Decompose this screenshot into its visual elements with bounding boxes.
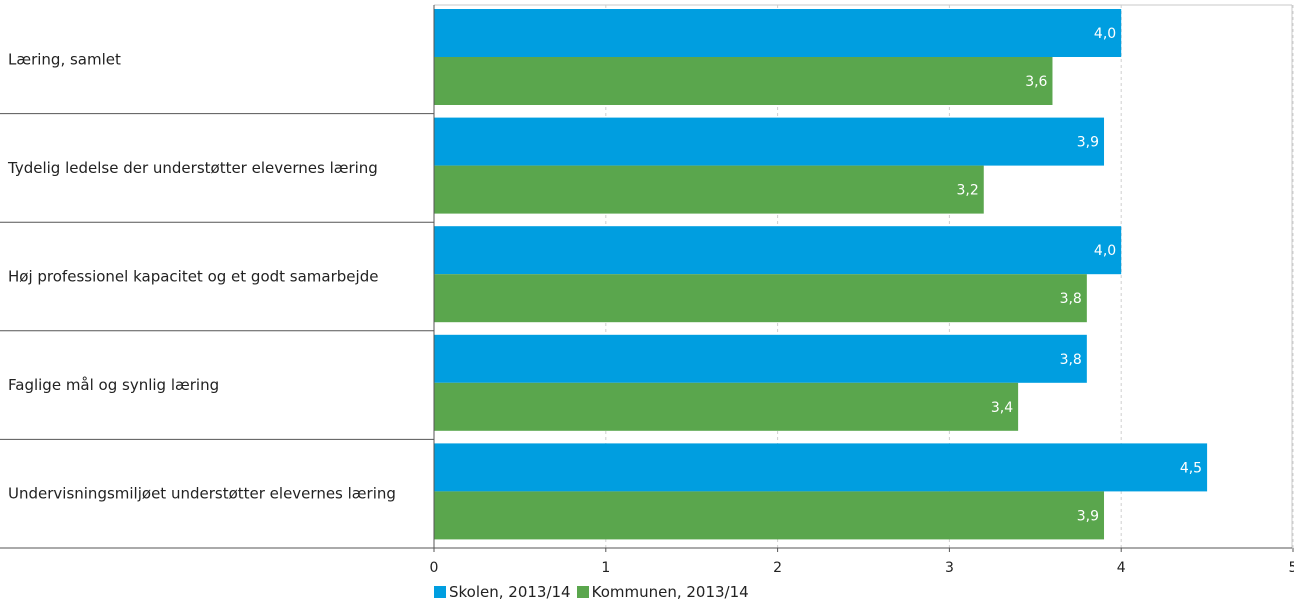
bar-skolen-1 xyxy=(434,117,1105,166)
value-label-skolen-0: 4,0 xyxy=(1094,26,1116,42)
category-label-3: Faglige mål og synlig læring xyxy=(8,376,219,394)
x-tick-label-4: 4 xyxy=(1117,560,1126,576)
value-label-skolen-1: 3,9 xyxy=(1077,135,1099,151)
legend: Skolen, 2013/14 Kommunen, 2013/14 xyxy=(434,583,755,601)
x-tick-label-5: 5 xyxy=(1289,560,1294,576)
value-label-skolen-4: 4,5 xyxy=(1180,460,1202,476)
bar-kommunen-3 xyxy=(434,382,1019,431)
category-label-2: Høj professionel kapacitet og et godt sa… xyxy=(8,268,378,286)
value-label-kommunen-0: 3,6 xyxy=(1025,74,1047,90)
category-label-4: Undervisningsmiljøet understøtter elever… xyxy=(8,485,396,503)
value-label-kommunen-3: 3,4 xyxy=(991,400,1013,416)
value-label-kommunen-1: 3,2 xyxy=(956,183,978,199)
legend-label-skolen: Skolen, 2013/14 xyxy=(449,583,571,601)
legend-swatch-kommunen xyxy=(576,586,589,598)
x-tick-label-0: 0 xyxy=(430,560,439,576)
bar-kommunen-0 xyxy=(434,57,1053,105)
value-label-kommunen-4: 3,9 xyxy=(1077,508,1099,524)
legend-item-skolen: Skolen, 2013/14 xyxy=(434,583,571,601)
bar-skolen-2 xyxy=(434,226,1122,275)
bar-skolen-0 xyxy=(434,9,1122,57)
legend-item-kommunen: Kommunen, 2013/14 xyxy=(576,583,749,601)
legend-swatch-skolen xyxy=(434,586,446,598)
x-tick-label-2: 2 xyxy=(773,560,782,576)
x-tick-label-3: 3 xyxy=(945,560,954,576)
value-label-kommunen-2: 3,8 xyxy=(1060,291,1082,307)
category-label-1: Tydelig ledelse der understøtter elevern… xyxy=(7,159,378,177)
x-tick-label-1: 1 xyxy=(601,560,610,576)
legend-label-kommunen: Kommunen, 2013/14 xyxy=(591,583,749,601)
bar-skolen-3 xyxy=(434,334,1087,383)
value-label-skolen-2: 4,0 xyxy=(1094,243,1116,259)
bar-kommunen-1 xyxy=(434,165,984,214)
category-label-0: Læring, samlet xyxy=(8,50,121,68)
bar-kommunen-2 xyxy=(434,274,1087,323)
bar-skolen-4 xyxy=(434,443,1208,492)
value-label-skolen-3: 3,8 xyxy=(1060,352,1082,368)
bar-kommunen-4 xyxy=(434,491,1105,540)
